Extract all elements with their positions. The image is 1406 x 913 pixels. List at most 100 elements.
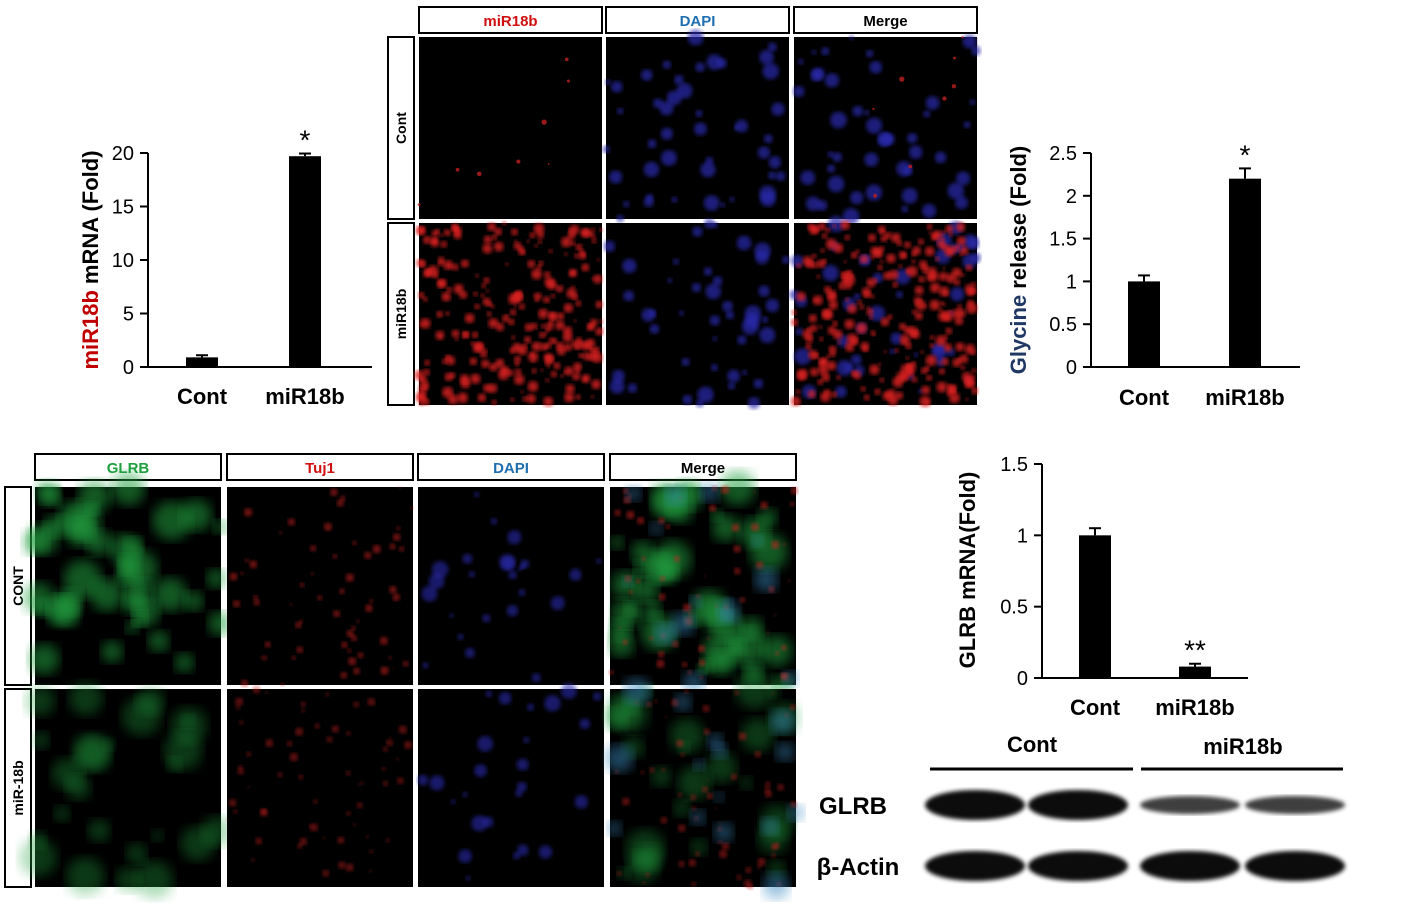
image-speckle — [392, 667, 395, 670]
image-speckle — [514, 361, 520, 367]
image-speckle — [796, 263, 802, 269]
image-speckle — [782, 542, 786, 547]
image-speckle — [599, 319, 604, 324]
image-speckle — [365, 835, 370, 839]
image-speckle — [249, 560, 258, 569]
image-speckle — [811, 49, 817, 55]
image-speckle — [827, 215, 845, 233]
bar — [289, 156, 321, 367]
image-speckle — [966, 302, 978, 314]
image-speckle — [279, 530, 283, 535]
image-speckle — [439, 233, 444, 237]
image-speckle — [436, 310, 444, 318]
image-speckle — [253, 594, 259, 600]
image-speckle — [844, 319, 855, 330]
image-speckle — [834, 385, 847, 398]
image-speckle — [541, 119, 547, 125]
image-speckle — [166, 756, 182, 772]
image-speckle — [790, 487, 799, 495]
image-speckle — [648, 309, 657, 318]
image-speckle — [545, 328, 550, 333]
y-axis-label: GLRB mRNA(Fold) — [955, 472, 980, 669]
bar — [186, 357, 218, 367]
image-speckle — [491, 399, 497, 406]
image-speckle — [936, 381, 948, 393]
image-speckle — [840, 271, 847, 279]
image-speckle — [636, 517, 645, 525]
image-speckle — [552, 338, 558, 344]
image-speckle — [368, 869, 372, 873]
image-speckle — [398, 486, 402, 490]
image-speckle — [914, 311, 923, 320]
image-speckle — [855, 249, 860, 254]
image-speckle — [588, 231, 594, 237]
image-speckle — [725, 310, 735, 320]
image-speckle — [544, 694, 561, 712]
image-speckle — [453, 283, 464, 295]
image-speckle — [287, 518, 295, 526]
image-speckle — [32, 598, 51, 618]
image-speckle — [873, 248, 884, 258]
image-speckle — [573, 319, 577, 323]
image-speckle — [530, 322, 538, 330]
image-speckle — [948, 232, 953, 237]
image-speckle — [653, 699, 658, 704]
image-speckle — [262, 655, 268, 661]
image-speckle — [923, 304, 928, 309]
image-speckle — [659, 101, 674, 116]
panel-header-box — [226, 453, 414, 481]
image-speckle — [322, 869, 330, 877]
image-speckle — [816, 274, 821, 279]
image-speckle — [680, 752, 685, 757]
image-speckle — [853, 293, 861, 301]
image-speckle — [787, 804, 805, 822]
image-speckle — [351, 540, 357, 546]
image-speckle — [610, 535, 624, 550]
image-speckle — [757, 857, 766, 867]
image-speckle — [706, 54, 723, 71]
image-speckle — [537, 239, 543, 244]
image-speckle — [252, 685, 261, 694]
image-speckle — [951, 267, 962, 278]
image-speckle — [351, 625, 356, 631]
image-speckle — [365, 604, 373, 612]
image-speckle — [879, 377, 885, 383]
image-speckle — [703, 267, 713, 276]
image-speckle — [462, 553, 473, 564]
image-speckle — [959, 246, 969, 255]
image-speckle — [485, 690, 493, 698]
image-speckle — [866, 277, 876, 288]
image-speckle — [513, 374, 525, 385]
image-speckle — [481, 359, 490, 369]
image-speckle — [19, 838, 57, 877]
image-speckle — [950, 286, 965, 302]
image-speckle — [690, 794, 696, 801]
image-speckle — [510, 397, 515, 402]
image-speckle — [889, 348, 896, 355]
significance-mark: * — [1240, 139, 1251, 170]
image-speckle — [388, 735, 392, 739]
image-speckle — [462, 331, 469, 338]
image-speckle — [566, 288, 577, 299]
image-speckle — [651, 766, 672, 787]
image-speckle — [451, 263, 459, 271]
image-speckle — [486, 301, 493, 307]
image-speckle — [555, 320, 565, 331]
image-speckle — [828, 345, 837, 354]
image-speckle — [945, 327, 953, 335]
image-speckle — [703, 195, 720, 211]
image-speckle — [957, 309, 966, 318]
image-speckle — [596, 258, 601, 262]
image-speckle — [531, 358, 535, 363]
image-speckle — [69, 681, 103, 716]
image-speckle — [454, 337, 459, 342]
image-speckle — [136, 687, 165, 716]
image-speckle — [611, 599, 641, 628]
image-speckle — [818, 357, 829, 368]
image-speckle — [255, 837, 263, 845]
image-speckle — [524, 323, 533, 332]
image-speckle — [852, 370, 862, 380]
blot-row-label: β-Actin — [817, 854, 900, 881]
image-speckle — [911, 376, 918, 383]
image-speckle — [538, 260, 544, 266]
